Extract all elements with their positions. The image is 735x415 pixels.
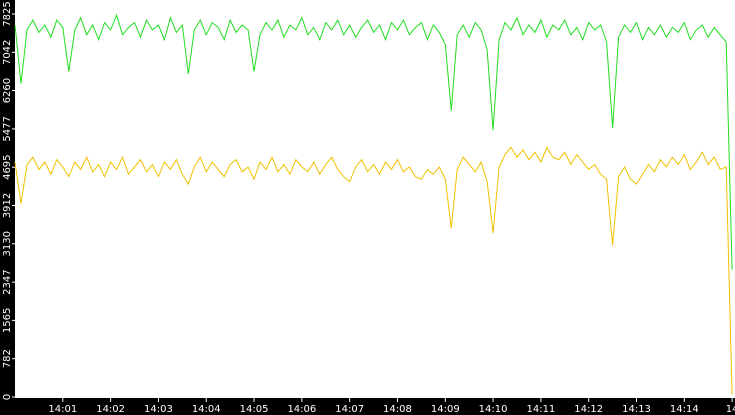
x-tick-label: 14:04 [192, 404, 221, 415]
x-tick-label: 14:12 [574, 404, 603, 415]
series-line [14, 146, 733, 395]
series-line [14, 13, 733, 270]
x-tick-label: 14:09 [431, 404, 460, 415]
plot-area [15, 0, 735, 398]
x-tick-label: 14:11 [526, 404, 555, 415]
x-tick-label: 14:10 [479, 404, 508, 415]
y-tick-label: 7042 [2, 40, 13, 65]
y-tick-label: 782 [2, 349, 13, 368]
x-tick-label: 14 [726, 404, 735, 415]
x-tick-label: 14:03 [144, 404, 173, 415]
x-tick-label: 14:08 [383, 404, 412, 415]
y-tick-label: 1565 [2, 308, 13, 333]
y-tick-label: 3130 [2, 231, 13, 256]
y-tick-label: 7825 [2, 1, 13, 26]
x-tick-label: 14:02 [96, 404, 125, 415]
y-tick-label: 2347 [2, 269, 13, 294]
x-tick-label: 14:13 [622, 404, 651, 415]
y-tick-label: 0 [2, 394, 13, 400]
x-tick-label: 14:05 [240, 404, 269, 415]
x-tick-label: 14:07 [335, 404, 364, 415]
x-tick-label: 14:06 [287, 404, 316, 415]
y-tick-label: 5477 [2, 116, 13, 141]
x-tick-label: 14:01 [48, 404, 77, 415]
y-tick-label: 3912 [2, 193, 13, 218]
y-tick-label: 4695 [2, 154, 13, 179]
y-tick-label: 6260 [2, 78, 13, 103]
x-tick-label: 14:14 [670, 404, 699, 415]
